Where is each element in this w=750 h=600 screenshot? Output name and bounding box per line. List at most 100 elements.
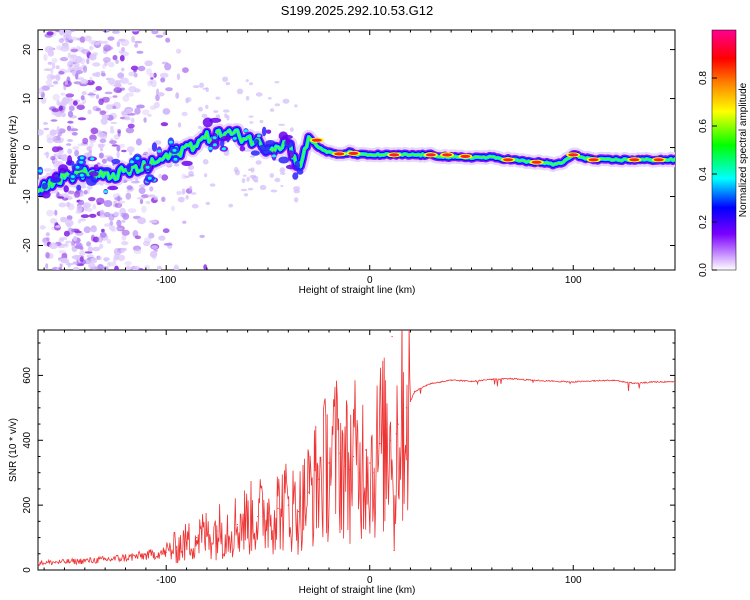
noise-speckle — [63, 230, 70, 237]
hotspot — [311, 138, 322, 142]
noise-speckle — [149, 80, 153, 84]
noise-speckle — [64, 240, 73, 244]
noise-speckle — [144, 237, 152, 244]
ridge-blob-core — [79, 160, 84, 164]
noise-speckle — [107, 36, 115, 41]
noise-speckle — [126, 146, 135, 153]
noise-speckle — [80, 218, 86, 222]
noise-speckle — [103, 155, 113, 158]
ridge-blob — [261, 126, 267, 137]
noise-speckle — [120, 77, 129, 84]
noise-speckle — [79, 250, 86, 256]
noise-speckle — [60, 216, 68, 223]
snr-point — [308, 491, 310, 493]
noise-speckle — [176, 190, 182, 196]
noise-speckle — [215, 114, 221, 119]
noise-speckle — [177, 122, 182, 128]
snr-point — [359, 472, 361, 474]
ridge-blob — [181, 160, 193, 166]
noise-speckle — [70, 48, 79, 53]
noise-speckle — [68, 105, 75, 112]
noise-speckle — [58, 202, 67, 208]
noise-speckle — [50, 155, 56, 161]
noise-speckle — [117, 195, 121, 202]
hotspot — [531, 160, 542, 164]
noise-speckle — [164, 62, 172, 71]
ridge-blob — [239, 145, 246, 152]
noise-speckle — [45, 237, 50, 242]
noise-speckle — [95, 86, 102, 91]
snr-point — [338, 452, 340, 454]
noise-speckle — [110, 125, 114, 130]
colorbar-gradient — [711, 29, 737, 271]
noise-speckle — [181, 111, 188, 117]
noise-speckle — [120, 247, 127, 253]
hotspot — [588, 158, 599, 162]
ridge-blob-core — [70, 175, 75, 179]
noise-speckle — [64, 80, 68, 85]
noise-speckle — [77, 117, 87, 121]
noise-speckle — [59, 57, 69, 62]
noise-speckle — [163, 243, 173, 246]
noise-speckle — [117, 72, 125, 79]
ridge-blob-core — [212, 143, 217, 147]
noise-speckle — [147, 194, 156, 198]
ridge-blob — [220, 138, 225, 148]
ridge-blob — [50, 177, 61, 183]
ridge-blob-core — [172, 148, 177, 152]
noise-speckle — [157, 92, 165, 97]
snr-point — [267, 512, 269, 514]
noise-speckle — [38, 129, 44, 136]
noise-speckle — [51, 62, 56, 70]
noise-speckle — [112, 95, 118, 98]
noise-speckle — [61, 98, 69, 105]
noise-speckle — [128, 71, 136, 77]
snr-point — [389, 439, 391, 441]
noise-speckle — [121, 219, 126, 223]
noise-speckle — [67, 110, 74, 118]
noise-speckle — [165, 87, 173, 92]
noise-speckle — [80, 214, 90, 219]
noise-speckle — [74, 230, 82, 234]
noise-speckle — [242, 174, 247, 177]
noise-speckle — [135, 138, 142, 146]
ridge-blob-core — [212, 136, 217, 140]
noise-speckle — [43, 68, 53, 71]
noise-speckle — [240, 188, 248, 192]
noise-speckle — [199, 82, 205, 88]
snr-point — [379, 442, 381, 445]
noise-speckle — [147, 147, 153, 154]
ridge-blob-core — [221, 147, 226, 151]
noise-speckle — [75, 242, 83, 250]
noise-speckle — [250, 167, 255, 173]
noise-speckle — [255, 160, 262, 165]
snr-point — [145, 554, 147, 557]
noise-speckle — [130, 117, 135, 124]
noise-speckle — [134, 43, 139, 48]
snr-point — [365, 449, 367, 451]
noise-speckle — [161, 174, 169, 181]
ridge-blob — [41, 182, 48, 190]
noise-speckle — [149, 186, 154, 192]
colorbar-tick-label: 0.0 — [698, 263, 709, 277]
noise-speckle — [161, 61, 168, 65]
noise-speckle — [58, 70, 65, 75]
noise-speckle — [109, 128, 115, 134]
ridge-blob-core — [168, 140, 173, 144]
noise-speckle — [46, 209, 54, 217]
noise-speckle — [143, 117, 147, 123]
noise-speckle — [139, 198, 144, 205]
noise-speckle — [182, 220, 187, 224]
snr-point — [216, 530, 218, 532]
noise-speckle — [280, 184, 284, 187]
snr-panel: -100 0 100 0 200 400 600 Height of straight li… — [8, 329, 676, 596]
y-tick-label: 0 — [22, 144, 33, 150]
noise-speckle — [155, 94, 160, 102]
y-tick-label: 0 — [22, 567, 33, 573]
noise-speckle — [132, 245, 142, 252]
noise-speckle — [107, 77, 116, 85]
noise-speckle — [50, 119, 58, 122]
noise-speckle — [203, 173, 208, 178]
noise-speckle — [184, 175, 190, 179]
